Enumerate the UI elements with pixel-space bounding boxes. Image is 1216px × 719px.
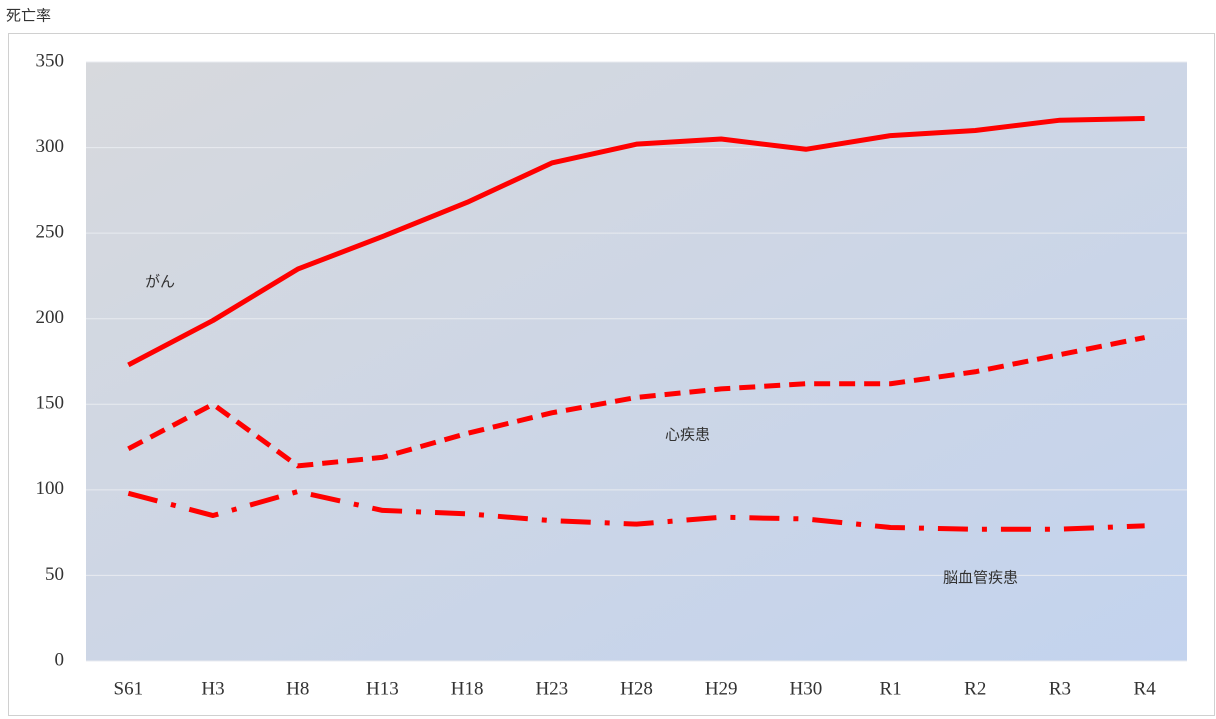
y-tick-label: 350: [36, 50, 65, 71]
series-label: 心疾患: [665, 426, 710, 444]
plot-area: [86, 62, 1187, 661]
x-tick-label: H8: [286, 678, 309, 699]
x-tick-label: H13: [366, 678, 399, 699]
y-tick-label: 250: [36, 222, 65, 243]
y-axis-label: 死亡率: [6, 7, 51, 25]
y-tick-label: 100: [36, 478, 65, 499]
series-label: 脳血管疾患: [943, 569, 1018, 587]
series-line: [127, 335, 1146, 469]
y-tick-label: 200: [36, 307, 65, 328]
series-label: がん: [145, 273, 175, 291]
x-tick-label: R1: [879, 678, 901, 699]
y-tick-label: 50: [45, 564, 64, 585]
x-tick-label: R3: [1049, 678, 1071, 699]
y-tick-label: 300: [36, 136, 65, 157]
x-tick-label: H23: [535, 678, 568, 699]
x-tick-label: H28: [620, 678, 653, 699]
x-tick-label: H29: [705, 678, 738, 699]
series-line: [127, 489, 1145, 532]
x-tick-label: H3: [201, 678, 224, 699]
x-tick-label: S61: [114, 678, 144, 699]
series-line: [127, 115, 1145, 368]
x-tick-label: R2: [964, 678, 986, 699]
x-tick-label: H30: [790, 678, 823, 699]
y-tick-label: 0: [55, 649, 65, 670]
y-tick-label: 150: [36, 393, 65, 414]
x-tick-label: H18: [451, 678, 484, 699]
x-tick-label: R4: [1134, 678, 1157, 699]
